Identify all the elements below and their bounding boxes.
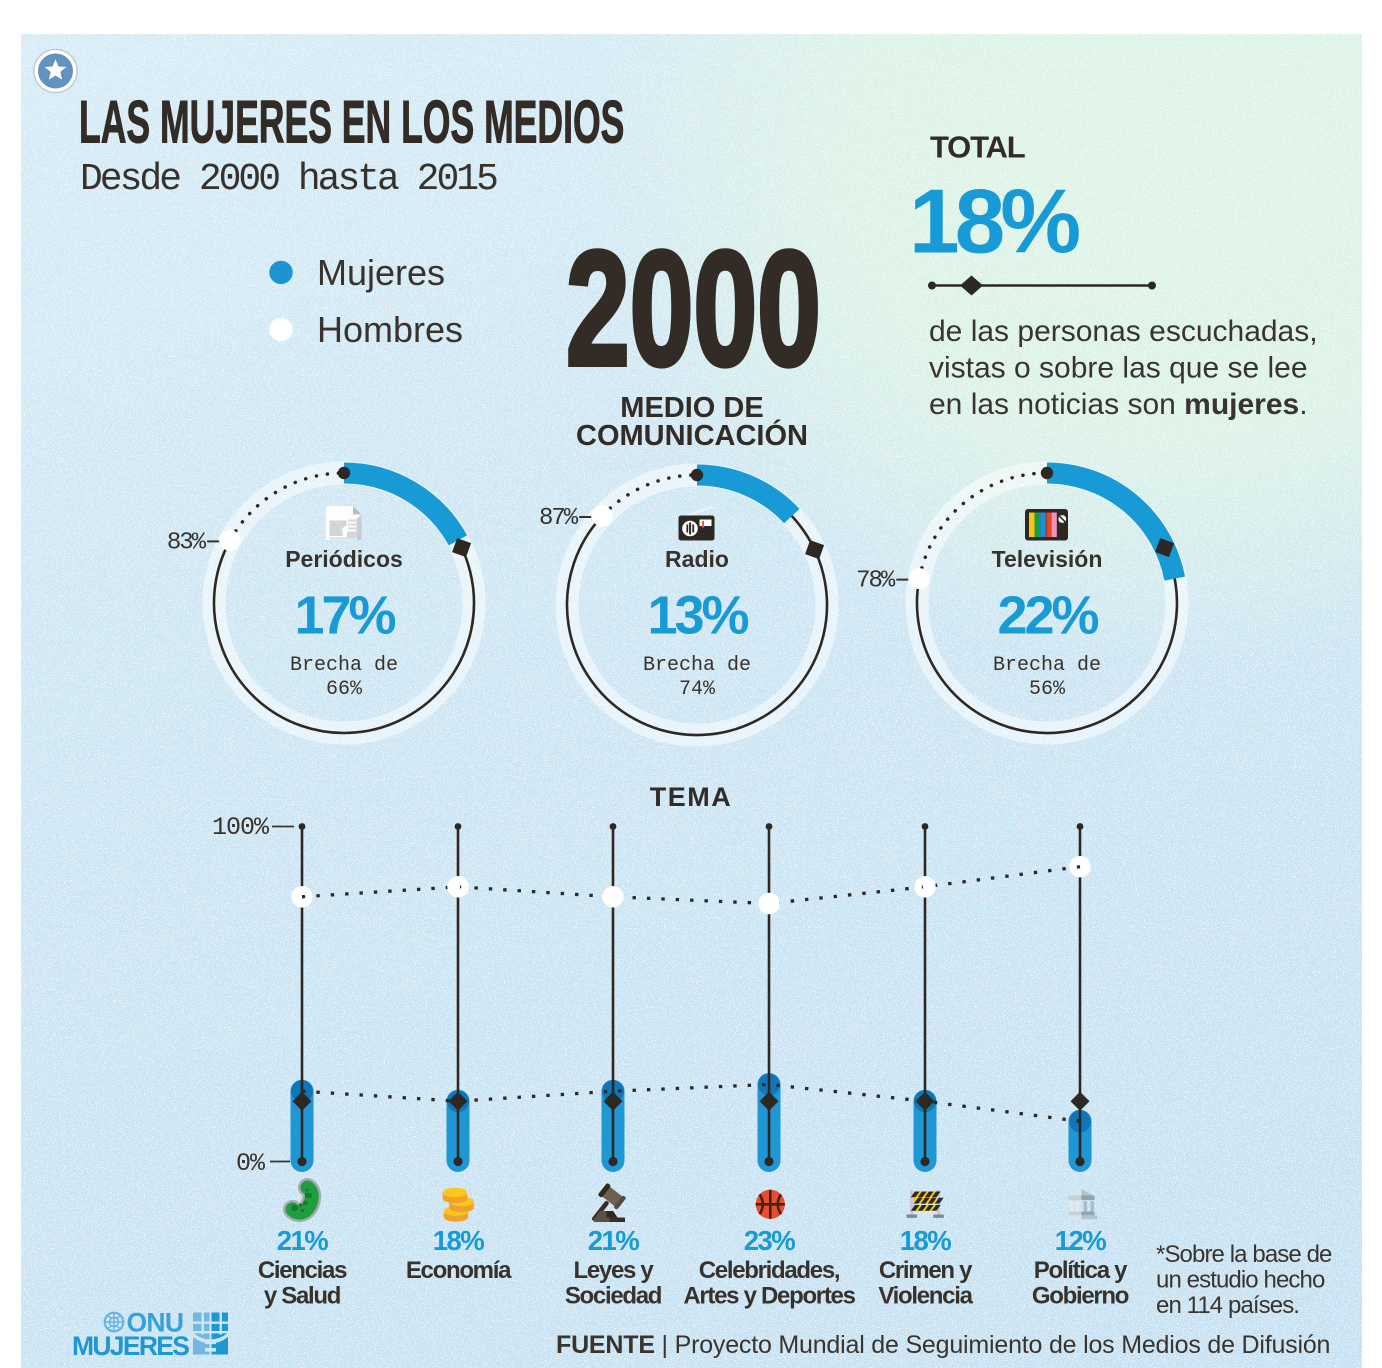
svg-text:56%: 56% bbox=[1029, 678, 1066, 701]
svg-text:TOTAL: TOTAL bbox=[930, 130, 1025, 165]
svg-text:un estudio hecho: un estudio hecho bbox=[1156, 1267, 1325, 1294]
svg-text:ONU: ONU bbox=[127, 1308, 184, 1338]
svg-text:22%: 22% bbox=[997, 586, 1098, 646]
svg-text:Televisión: Televisión bbox=[992, 546, 1103, 572]
svg-text:COMUNICACIÓN: COMUNICACIÓN bbox=[576, 418, 808, 452]
svg-text:TEMA: TEMA bbox=[650, 782, 733, 812]
svg-text:Sociedad: Sociedad bbox=[565, 1283, 662, 1310]
svg-text:Ciencias: Ciencias bbox=[258, 1257, 347, 1284]
svg-text:83%: 83% bbox=[167, 529, 207, 556]
svg-text:0%: 0% bbox=[236, 1149, 266, 1178]
svg-text:23%: 23% bbox=[744, 1225, 796, 1256]
svg-text:18%: 18% bbox=[900, 1225, 952, 1256]
svg-text:de las personas escuchadas,: de las personas escuchadas, bbox=[929, 315, 1318, 348]
svg-text:13%: 13% bbox=[647, 586, 748, 646]
svg-text:Leyes y: Leyes y bbox=[574, 1257, 655, 1284]
svg-text:Desde 2000 hasta 2015: Desde 2000 hasta 2015 bbox=[80, 158, 497, 201]
svg-text:Brecha de: Brecha de bbox=[993, 654, 1101, 677]
svg-text:FUENTE | Proyecto Mundial de S: FUENTE | Proyecto Mundial de Seguimiento… bbox=[556, 1331, 1330, 1359]
svg-text:Celebridades,: Celebridades, bbox=[699, 1257, 840, 1284]
svg-text:21%: 21% bbox=[277, 1225, 329, 1256]
svg-text:18%: 18% bbox=[909, 172, 1079, 273]
svg-text:MUJERES: MUJERES bbox=[72, 1331, 189, 1361]
svg-text:Mujeres: Mujeres bbox=[317, 252, 445, 293]
svg-text:Brecha de: Brecha de bbox=[290, 654, 398, 677]
svg-text:66%: 66% bbox=[326, 678, 363, 701]
svg-text:74%: 74% bbox=[679, 678, 716, 701]
svg-text:17%: 17% bbox=[294, 586, 395, 646]
svg-text:78%: 78% bbox=[856, 568, 896, 595]
svg-text:vistas o sobre las que se lee: vistas o sobre las que se lee bbox=[929, 352, 1308, 385]
svg-text:y Salud: y Salud bbox=[264, 1283, 341, 1310]
svg-text:Gobierno: Gobierno bbox=[1032, 1283, 1129, 1310]
svg-text:12%: 12% bbox=[1055, 1225, 1107, 1256]
svg-text:Artes y Deportes: Artes y Deportes bbox=[683, 1283, 855, 1310]
svg-text:LAS MUJERES EN LOS MEDIOS: LAS MUJERES EN LOS MEDIOS bbox=[79, 88, 624, 156]
svg-text:Economía: Economía bbox=[406, 1257, 512, 1284]
svg-text:*Sobre la base de: *Sobre la base de bbox=[1156, 1241, 1332, 1268]
svg-text:Hombres: Hombres bbox=[317, 309, 463, 350]
svg-text:en las noticias son mujeres.: en las noticias son mujeres. bbox=[929, 388, 1308, 421]
svg-text:en 114 países.: en 114 países. bbox=[1156, 1292, 1299, 1319]
svg-text:Brecha de: Brecha de bbox=[643, 654, 751, 677]
svg-text:100%: 100% bbox=[212, 813, 270, 842]
svg-text:Política y: Política y bbox=[1034, 1257, 1128, 1284]
svg-text:Violencia: Violencia bbox=[878, 1283, 973, 1310]
svg-text:2000: 2000 bbox=[566, 216, 821, 399]
svg-text:Radio: Radio bbox=[665, 546, 729, 572]
svg-text:18%: 18% bbox=[433, 1225, 485, 1256]
svg-text:MEDIO DE: MEDIO DE bbox=[620, 392, 763, 424]
svg-text:87%: 87% bbox=[539, 505, 579, 532]
svg-text:Crimen y: Crimen y bbox=[879, 1257, 973, 1284]
svg-text:21%: 21% bbox=[588, 1225, 640, 1256]
svg-text:Periódicos: Periódicos bbox=[285, 546, 403, 572]
